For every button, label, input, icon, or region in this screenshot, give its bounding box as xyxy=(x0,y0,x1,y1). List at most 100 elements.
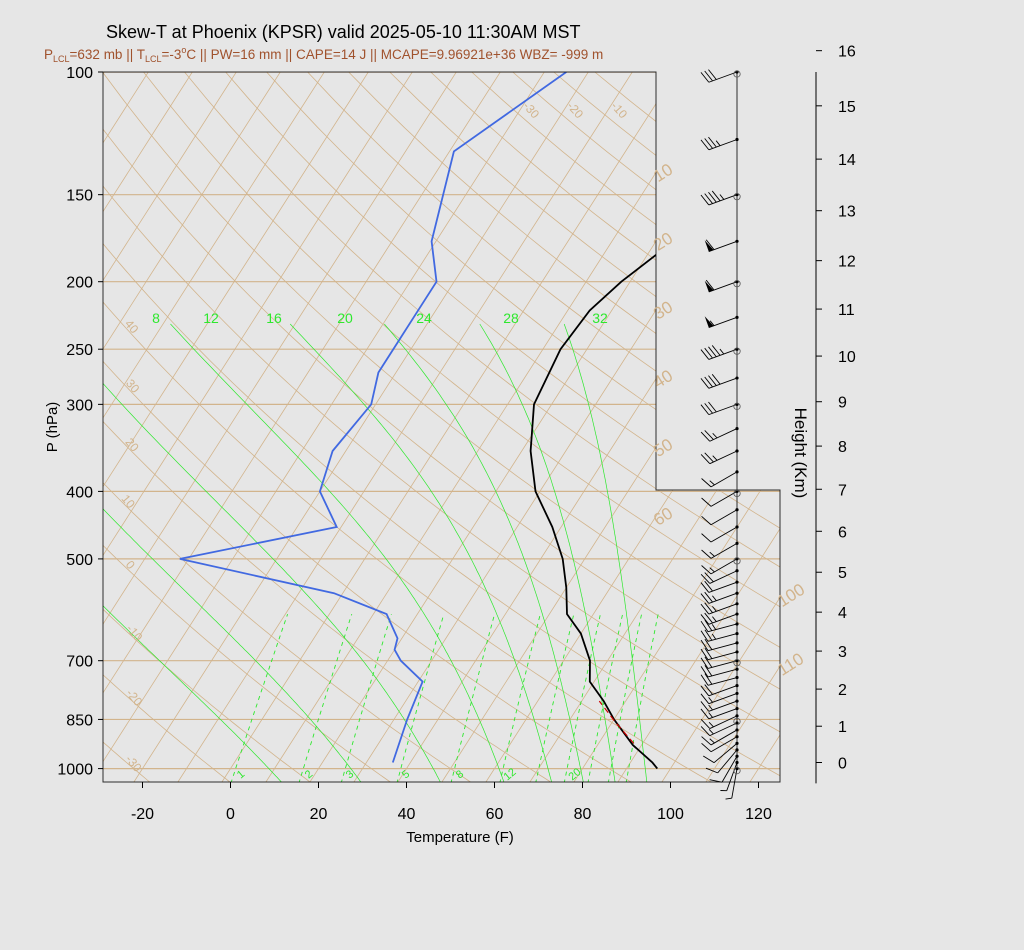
wind-barb-staff xyxy=(726,762,738,791)
wind-barb-staff xyxy=(710,542,738,559)
wind-barb-full xyxy=(704,376,713,388)
wind-barb-full xyxy=(701,497,712,507)
isotherm-line xyxy=(616,72,780,782)
wind-level-marker xyxy=(733,766,741,775)
wind-barb-staff xyxy=(710,736,738,753)
wind-barb-full xyxy=(708,401,717,413)
x-tick-label: 20 xyxy=(310,806,328,823)
dry-adiabat-line xyxy=(103,72,780,782)
wind-barb-full xyxy=(700,685,710,697)
wind-barb-full xyxy=(711,374,721,385)
mixing-ratio-line xyxy=(340,613,392,782)
mixing-ratio-line xyxy=(499,613,541,782)
wind-barb-staff xyxy=(708,592,738,604)
isotherm-line xyxy=(103,72,434,782)
height-tick-label: 0 xyxy=(838,755,847,772)
dry-adiabat-line xyxy=(103,72,313,782)
wind-barb-full xyxy=(700,630,709,642)
wind-barb-full xyxy=(704,638,713,650)
height-tick-label: 8 xyxy=(838,439,847,456)
wind-barb-dot xyxy=(735,137,739,142)
wind-barb-full xyxy=(701,736,712,746)
wind-barb-staff xyxy=(708,316,738,329)
isotherm-line xyxy=(103,72,214,782)
wind-barb-staff xyxy=(707,668,738,678)
wind-barb-staff xyxy=(710,729,738,746)
x-tick-label: -20 xyxy=(131,806,154,823)
y-tick-label: 400 xyxy=(66,484,93,501)
moist-adiabat-line xyxy=(479,323,616,782)
dry-adiabat-line xyxy=(103,72,714,782)
wind-barb-full xyxy=(700,593,710,604)
wind-barb-full xyxy=(700,666,709,678)
y-tick-label: 500 xyxy=(66,552,93,569)
height-tick-label: 6 xyxy=(838,524,847,541)
y-axis-label: P (hPa) xyxy=(44,402,61,453)
wind-barb-full xyxy=(704,647,713,659)
moist-adiabat-line xyxy=(170,323,505,782)
wind-barb-staff xyxy=(713,743,738,764)
wind-barb-full xyxy=(700,657,709,669)
wind-barb-staff xyxy=(708,581,738,593)
mixing-ratio-line xyxy=(396,613,445,782)
x-tick-label: 0 xyxy=(226,806,235,823)
wind-barb-staff xyxy=(707,660,738,669)
wind-barb-full xyxy=(704,347,713,359)
wind-barb-half xyxy=(708,704,713,711)
wind-barb-full xyxy=(704,612,713,624)
isotherm-line xyxy=(176,72,654,782)
wind-barb-full xyxy=(708,192,717,203)
height-tick-label: 1 xyxy=(838,719,847,736)
wind-barb-staff xyxy=(708,403,738,416)
axes: 100 150 200 250 300 400 500 700 850 1000 -20 0 20 40 6… xyxy=(57,65,772,823)
height-axis-label: Height (Km) xyxy=(791,408,810,499)
subtitle-degree: o xyxy=(181,45,186,55)
wind-barb-full xyxy=(704,619,713,631)
y-tick-label: 1000 xyxy=(57,762,93,779)
wind-barb-full xyxy=(700,701,710,712)
wind-barb-half xyxy=(709,738,715,744)
moist-adiabat-line xyxy=(103,323,442,782)
dry-adiabat-line xyxy=(103,72,780,782)
wind-barb-staff xyxy=(717,749,738,774)
wind-barb-staff xyxy=(707,651,738,661)
mixing-ratio-top-label: 28 xyxy=(503,310,519,326)
height-tick-label: 15 xyxy=(838,99,856,116)
height-tick-label: 2 xyxy=(838,682,847,699)
isotherm-line xyxy=(396,72,780,782)
wind-barb-full xyxy=(700,648,709,660)
height-tick-label: 12 xyxy=(838,254,856,271)
wind-level-marker xyxy=(733,402,741,410)
moist-adiabat-line xyxy=(563,323,648,782)
wind-level-marker xyxy=(733,659,741,667)
wind-barb-full xyxy=(709,779,723,783)
x-axis-label: Temperature (F) xyxy=(406,829,514,846)
wind-barb-half xyxy=(712,616,717,622)
mixing-ratio-top-label: 12 xyxy=(203,310,219,326)
chart-subtitle: PLCL=632 mb || TLCL=-3oC || PW=16 mm || … xyxy=(44,45,603,64)
wind-barb-staff xyxy=(710,526,738,543)
wind-barb-half xyxy=(711,624,717,630)
mixing-ratio-top-label: 24 xyxy=(416,310,432,326)
y-tick-label: 300 xyxy=(66,397,93,414)
wind-barb-half xyxy=(715,140,721,146)
wind-barb-full xyxy=(708,346,717,358)
dry-adiabat-line xyxy=(103,72,634,782)
isotherm-line xyxy=(103,72,566,782)
mixing-ratio-top-label: 20 xyxy=(337,310,353,326)
moist-adiabat-line xyxy=(289,323,553,782)
height-tick-label: 4 xyxy=(838,605,847,622)
height-tick-label: 14 xyxy=(838,152,856,169)
dewpoint-profile xyxy=(179,72,567,763)
wind-barb-staff xyxy=(708,194,738,206)
wind-barb-half xyxy=(709,567,715,573)
wind-barb-staff xyxy=(710,558,738,575)
dry-adiabat-line xyxy=(103,72,232,782)
wind-barb-half xyxy=(709,480,715,486)
wind-barb-dot xyxy=(735,239,739,243)
wind-barb-full xyxy=(711,345,721,356)
isotherm-line xyxy=(103,72,302,782)
wind-barb-flag xyxy=(704,316,714,328)
wind-barb-staff xyxy=(708,685,738,697)
